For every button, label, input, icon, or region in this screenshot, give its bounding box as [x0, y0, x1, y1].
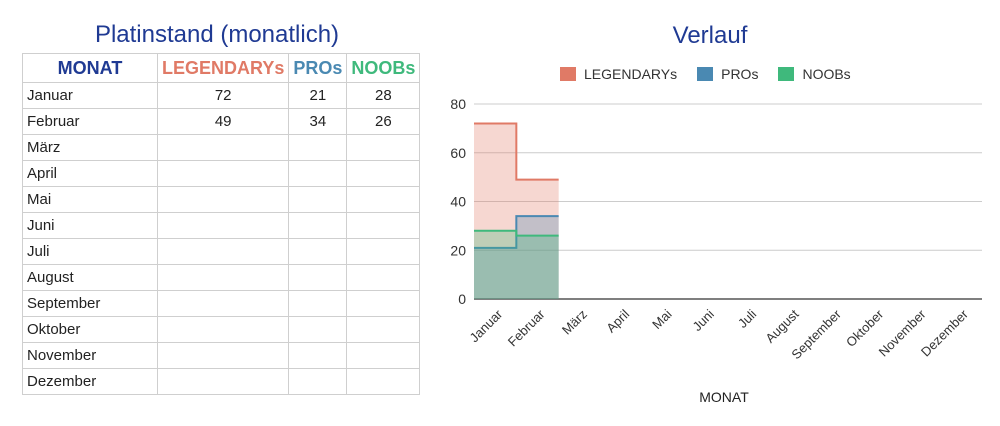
x-tick-label: Januar — [467, 306, 506, 345]
platinstand-table: MONAT LEGENDARYs PROs NOOBs Januar 72 21 28 Feb… — [22, 53, 421, 395]
y-tick-label: 0 — [458, 291, 466, 307]
x-tick-label: Mai — [649, 306, 674, 331]
x-tick-label: Juni — [689, 306, 717, 334]
value-cell[interactable] — [346, 186, 421, 213]
series-area — [474, 123, 559, 299]
table-row: Februar 49 34 26 — [22, 108, 421, 135]
value-cell[interactable] — [288, 160, 348, 187]
x-tick-label: März — [559, 307, 590, 338]
value-cell[interactable] — [288, 290, 348, 317]
chart-title: Verlauf — [672, 22, 748, 49]
value-cell[interactable] — [346, 316, 421, 343]
value-cell[interactable] — [288, 212, 348, 239]
month-cell[interactable]: Oktober — [22, 316, 158, 343]
value-cell[interactable] — [156, 186, 290, 213]
month-cell[interactable]: März — [22, 134, 158, 161]
value-cell[interactable] — [346, 342, 421, 369]
table-row: Dezember — [22, 368, 421, 395]
value-cell[interactable] — [156, 160, 290, 187]
month-cell[interactable]: Mai — [22, 186, 158, 213]
legend-swatch — [697, 67, 714, 81]
value-cell[interactable]: 72 — [156, 82, 290, 109]
month-cell[interactable]: Juni — [22, 212, 158, 239]
value-cell[interactable] — [346, 264, 421, 291]
column-header-pros: PROs — [288, 53, 348, 83]
y-tick-label: 20 — [450, 242, 466, 258]
value-cell[interactable]: 21 — [288, 82, 348, 109]
table-row: November — [22, 342, 421, 369]
area-chart: 0 20 40 60 80 Januar Februar März April Mai Juni Ju… — [450, 96, 982, 405]
table-row: August — [22, 264, 421, 291]
month-cell[interactable]: Juli — [22, 238, 158, 265]
series-area — [474, 216, 559, 299]
y-tick-label: 60 — [450, 145, 466, 161]
x-tick-label: August — [762, 306, 801, 345]
value-cell[interactable] — [288, 134, 348, 161]
value-cell[interactable] — [156, 212, 290, 239]
month-cell[interactable]: Februar — [22, 108, 158, 135]
table-row: Juni — [22, 212, 421, 239]
x-tick-label: Februar — [505, 306, 548, 349]
value-cell[interactable]: 28 — [346, 82, 421, 109]
value-cell[interactable]: 26 — [346, 108, 421, 135]
x-tick-label: April — [603, 306, 632, 335]
table-row: Mai — [22, 186, 421, 213]
column-header-legendarys: LEGENDARYs — [156, 53, 290, 83]
y-tick-label: 80 — [450, 96, 466, 112]
month-cell[interactable]: September — [22, 290, 158, 317]
y-tick-label: 40 — [450, 194, 466, 210]
table-row: Januar 72 21 28 — [22, 82, 421, 109]
chart-container: Verlauf LEGENDARYs PROs NOOBs 0 20 40 60 80 Jan… — [430, 0, 1000, 426]
x-axis-label: MONAT — [699, 389, 749, 405]
value-cell[interactable] — [156, 290, 290, 317]
value-cell[interactable] — [346, 238, 421, 265]
value-cell[interactable] — [346, 368, 421, 395]
column-header-noobs: NOOBs — [346, 53, 421, 83]
legend-label: PROs — [721, 66, 759, 82]
value-cell[interactable] — [288, 238, 348, 265]
table-row: Juli — [22, 238, 421, 265]
value-cell[interactable] — [288, 186, 348, 213]
value-cell[interactable] — [346, 212, 421, 239]
month-cell[interactable]: April — [22, 160, 158, 187]
x-tick-label: Dezember — [918, 306, 971, 359]
table-row: April — [22, 160, 421, 187]
value-cell[interactable] — [156, 238, 290, 265]
legend-label: LEGENDARYs — [584, 66, 678, 82]
table-row: Oktober — [22, 316, 421, 343]
value-cell[interactable] — [346, 160, 421, 187]
month-cell[interactable]: Januar — [22, 82, 158, 109]
value-cell[interactable] — [346, 290, 421, 317]
column-header-monat: MONAT — [22, 53, 158, 83]
value-cell[interactable] — [288, 316, 348, 343]
value-cell[interactable] — [156, 368, 290, 395]
chart-legend: LEGENDARYs PROs NOOBs — [560, 66, 851, 82]
legend-label: NOOBs — [802, 66, 851, 82]
value-cell[interactable] — [156, 316, 290, 343]
value-cell[interactable] — [288, 342, 348, 369]
series-line — [474, 122, 559, 181]
x-tick-label: Juli — [735, 306, 759, 330]
month-cell[interactable]: November — [22, 342, 158, 369]
value-cell[interactable] — [288, 368, 348, 395]
value-cell[interactable] — [156, 342, 290, 369]
value-cell[interactable] — [156, 264, 290, 291]
value-cell[interactable]: 34 — [288, 108, 348, 135]
value-cell[interactable] — [346, 134, 421, 161]
value-cell[interactable]: 49 — [156, 108, 290, 135]
table-title: Platinstand (monatlich) — [94, 21, 340, 48]
legend-item: PROs — [697, 66, 758, 82]
legend-swatch — [778, 67, 795, 81]
value-cell[interactable] — [156, 134, 290, 161]
table-row: September — [22, 290, 421, 317]
legend-swatch — [560, 67, 576, 81]
series-line — [474, 229, 559, 237]
month-cell[interactable]: August — [22, 264, 158, 291]
value-cell[interactable] — [288, 264, 348, 291]
month-cell[interactable]: Dezember — [22, 368, 158, 395]
legend-item: NOOBs — [778, 66, 851, 82]
series-area — [474, 230, 559, 299]
table-row: März — [22, 134, 421, 161]
legend-item: LEGENDARYs — [560, 66, 677, 82]
